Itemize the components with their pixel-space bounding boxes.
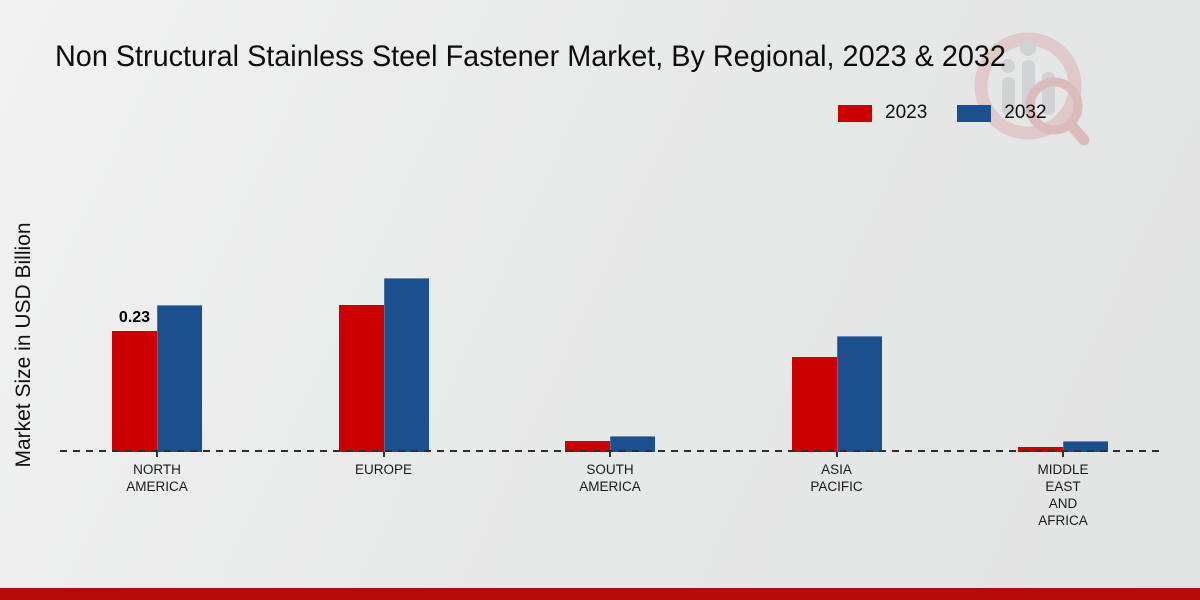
category-label-north-america: NORTH AMERICA [126,462,188,494]
axis-tick-north-america [156,452,158,457]
legend-swatch-2023 [838,104,872,122]
chart-title: Non Structural Stainless Steel Fastener … [55,40,1006,73]
category-label-south-america: SOUTH AMERICA [579,462,641,494]
legend-item-2032: 2032 [957,102,1047,124]
bar-2032-europe [383,278,429,452]
bar-2023-middle-east-and-africa [1018,447,1063,452]
axis-tick-south-america [609,452,611,457]
bar-2023-north-america [112,331,157,452]
bar-2023-south-america [565,441,610,452]
legend: 2023 2032 [838,102,1047,124]
bottom-accent-band [0,588,1200,600]
bar-2032-south-america [610,436,655,452]
market-research-watermark-logo [974,32,1090,146]
bar-2032-asia-pacific [836,336,882,452]
bar-2032-north-america [157,305,202,452]
legend-label-2032: 2032 [1004,102,1047,123]
legend-item-2023: 2023 [838,102,927,124]
bar-2023-asia-pacific [791,357,837,452]
legend-label-2023: 2023 [885,102,928,123]
bar-2023-europe [338,305,384,452]
bar-2032-middle-east-and-africa [1063,441,1108,452]
category-label-europe: EUROPE [354,462,413,477]
axis-tick-middle-east-and-africa [1062,452,1064,457]
category-label-asia-pacific: ASIA PACIFIC [810,462,863,494]
category-label-middle-east-and-africa: MIDDLE EAST AND AFRICA [1037,462,1089,528]
y-axis-label: Market Size in USD Billion [12,222,35,468]
bar-value-label-2023-north-america: 0.23 [118,309,151,327]
x-axis-baseline-dashed [60,450,1162,452]
axis-tick-europe [382,452,385,457]
legend-swatch-2032 [957,104,992,122]
axis-tick-asia-pacific [835,452,838,457]
